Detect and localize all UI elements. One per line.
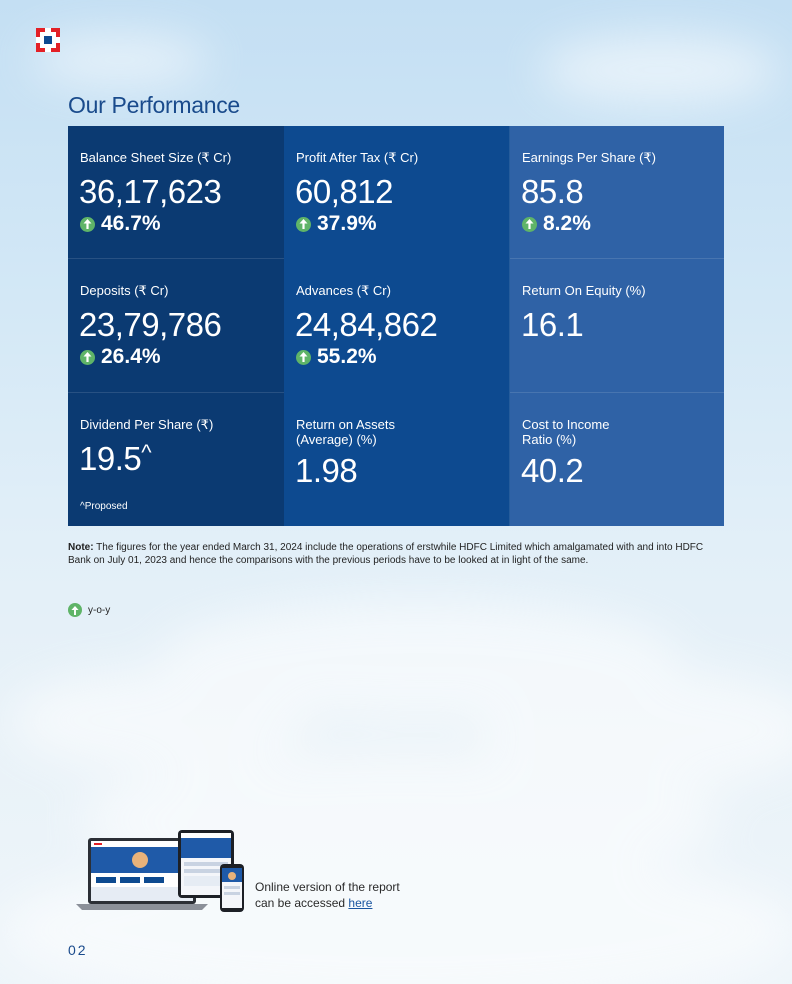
metric-value: 85.8 — [521, 173, 584, 210]
metric-change-value: 26.4% — [101, 345, 161, 368]
note-paragraph: Note: The figures for the year ended Mar… — [68, 541, 728, 567]
metric-card-profit-after-tax: Profit After Tax (₹ Cr) 60,812 37.9% — [284, 126, 510, 259]
online-line-2: can be accessed here — [255, 895, 400, 911]
up-arrow-icon — [522, 216, 537, 232]
up-arrow-icon — [296, 349, 311, 365]
metric-card-return-on-equity: Return On Equity (%) 16.1 — [510, 259, 724, 393]
metric-card-cost-to-income: Cost to Income Ratio (%) 40.2 — [510, 393, 724, 526]
online-report-link[interactable]: here — [348, 896, 373, 910]
metric-value: 19.5^ — [79, 440, 152, 478]
metric-card-advances: Advances (₹ Cr) 24,84,862 55.2% — [284, 259, 510, 393]
metric-change-value: 46.7% — [101, 212, 161, 235]
metric-value: 36,17,623 — [79, 173, 222, 210]
metric-value: 23,79,786 — [79, 306, 222, 343]
legend-label: y-o-y — [88, 604, 111, 616]
note-text: The figures for the year ended March 31,… — [68, 542, 704, 566]
metric-value-number: 19.5 — [79, 440, 142, 477]
metric-change: 26.4% — [80, 345, 161, 369]
bank-logo-icon — [36, 28, 60, 52]
metric-label: Deposits (₹ Cr) — [80, 283, 169, 298]
metric-footnote: ^Proposed — [80, 501, 128, 512]
metric-label: Profit After Tax (₹ Cr) — [296, 150, 419, 165]
metric-value: 40.2 — [521, 452, 584, 489]
metric-change-value: 55.2% — [317, 345, 377, 368]
performance-grid: Balance Sheet Size (₹ Cr) 36,17,623 46.7… — [68, 126, 724, 526]
metric-label: Dividend Per Share (₹) — [80, 417, 214, 432]
up-arrow-icon — [68, 603, 82, 617]
up-arrow-icon — [80, 349, 95, 365]
online-line-2-text: can be accessed — [255, 896, 349, 910]
online-report-text: Online version of the report can be acce… — [255, 879, 400, 911]
metric-label: Earnings Per Share (₹) — [522, 150, 656, 165]
legend: y-o-y — [68, 603, 110, 617]
metric-value-superscript: ^ — [141, 440, 152, 465]
metric-card-earnings-per-share: Earnings Per Share (₹) 85.8 8.2% — [510, 126, 724, 259]
up-arrow-icon — [80, 216, 95, 232]
note-prefix: Note: — [68, 542, 94, 553]
devices-image — [76, 830, 244, 912]
metric-change-value: 37.9% — [317, 212, 377, 235]
metric-card-dividend-per-share: Dividend Per Share (₹) 19.5^ ^Proposed — [68, 393, 284, 526]
metric-change: 55.2% — [296, 345, 377, 369]
metric-value: 1.98 — [295, 452, 358, 489]
online-line-1: Online version of the report — [255, 880, 400, 894]
metric-label: Return On Equity (%) — [522, 283, 646, 298]
metric-card-balance-sheet: Balance Sheet Size (₹ Cr) 36,17,623 46.7… — [68, 126, 284, 259]
metric-value: 60,812 — [295, 173, 393, 210]
metric-change: 8.2% — [522, 212, 591, 236]
metric-card-deposits: Deposits (₹ Cr) 23,79,786 26.4% — [68, 259, 284, 393]
metric-value: 24,84,862 — [295, 306, 438, 343]
metric-label: Balance Sheet Size (₹ Cr) — [80, 150, 232, 165]
metric-change-value: 8.2% — [543, 212, 591, 235]
metric-change: 37.9% — [296, 212, 377, 236]
metric-card-return-on-assets: Return on Assets (Average) (%) 1.98 — [284, 393, 510, 526]
page-title: Our Performance — [68, 92, 240, 118]
metric-label: Return on Assets (Average) (%) — [296, 417, 395, 447]
metric-value: 16.1 — [521, 306, 584, 343]
page-number: 02 — [68, 942, 88, 958]
metric-change: 46.7% — [80, 212, 161, 236]
metric-label: Cost to Income Ratio (%) — [522, 417, 610, 447]
up-arrow-icon — [296, 216, 311, 232]
metric-label: Advances (₹ Cr) — [296, 283, 391, 298]
